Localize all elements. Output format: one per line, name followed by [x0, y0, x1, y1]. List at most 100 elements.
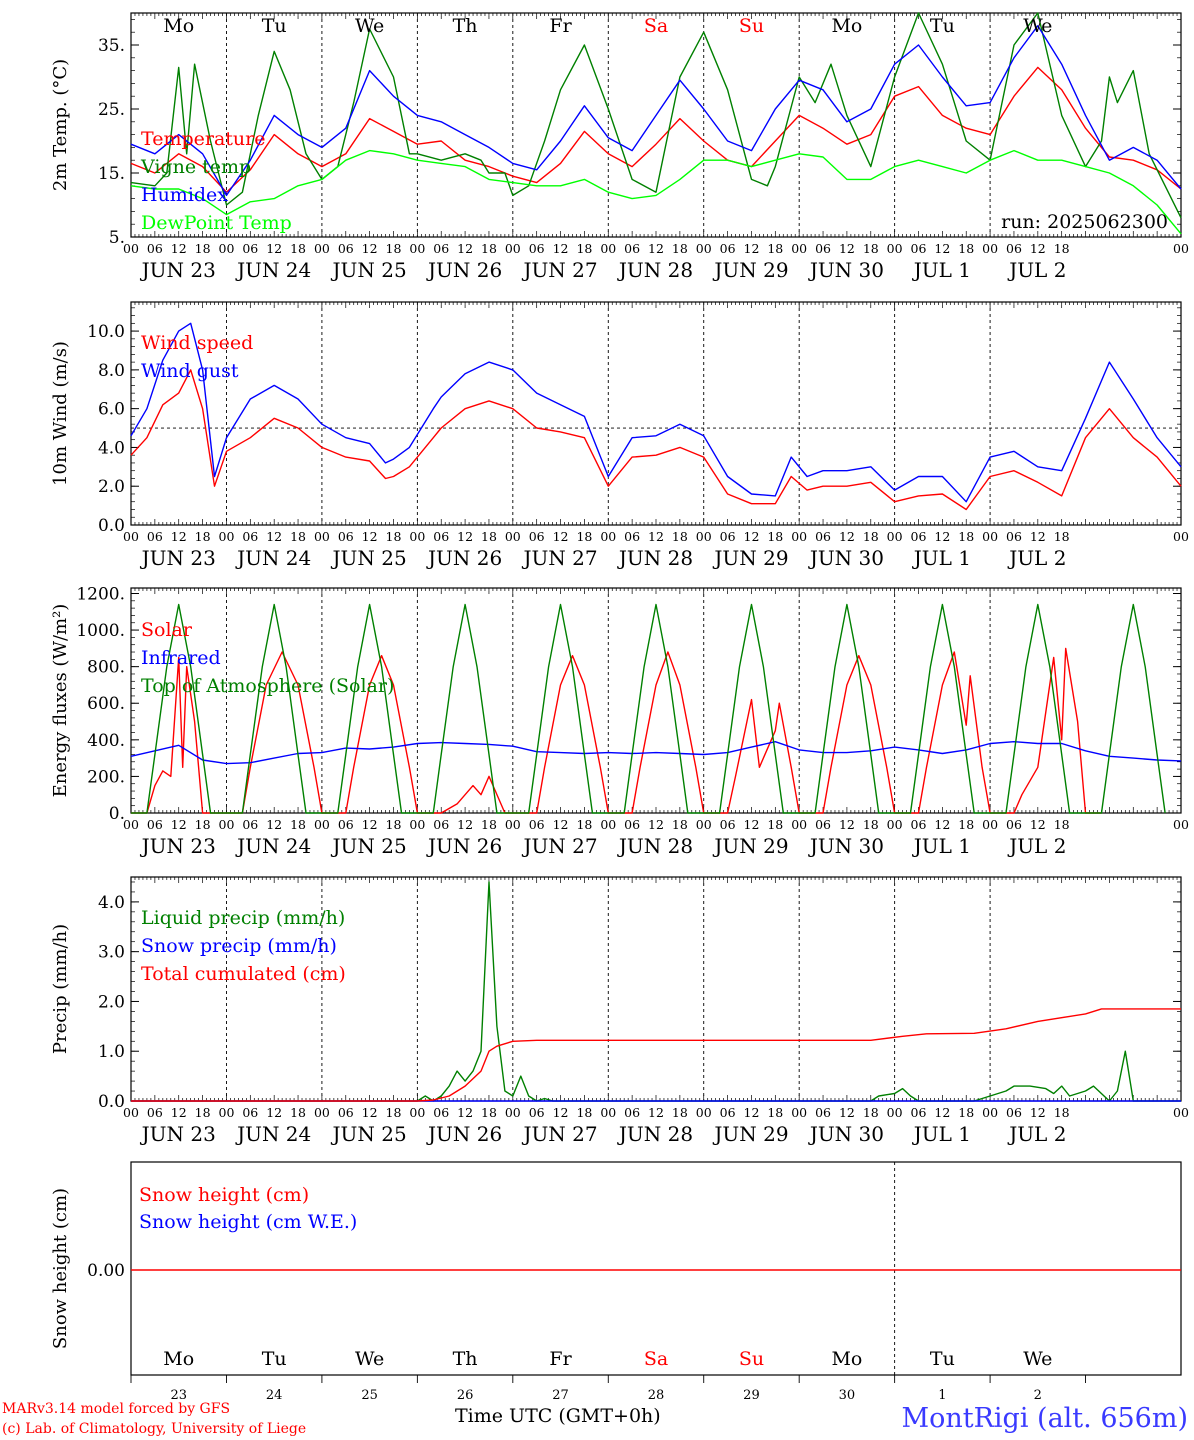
hour-tick-label: 18 [290, 529, 306, 544]
station-name: MontRigi (alt. 656m) [901, 1403, 1188, 1434]
series-line [131, 1008, 1181, 1102]
hour-tick-label: 06 [815, 1105, 831, 1120]
hour-tick-label: 00 [409, 241, 425, 256]
hour-tick-label: 06 [1006, 529, 1022, 544]
hour-tick-label: 18 [672, 529, 688, 544]
plot-frame [130, 301, 1182, 526]
hour-tick-label: 18 [481, 241, 497, 256]
y-tick-label: 1000. [76, 621, 125, 641]
hour-tick-label: 12 [1030, 1105, 1046, 1120]
day-label: JUN 29 [712, 1122, 788, 1146]
day-label: JUN 26 [426, 1122, 502, 1146]
day-label: JUN 30 [808, 834, 884, 858]
legend-entry: Wind gust [141, 360, 239, 382]
hour-tick-label: 18 [386, 817, 402, 832]
hour-tick-label: 12 [457, 529, 473, 544]
hour-tick-label: 12 [171, 529, 187, 544]
y-axis-label: 10m Wind (m/s) [50, 341, 71, 486]
day-label: JUN 26 [426, 546, 502, 570]
day-label: JUN 27 [521, 546, 597, 570]
hour-tick-label: 12 [457, 241, 473, 256]
weekday-label: Su [739, 15, 764, 37]
hour-tick-label: 12 [648, 529, 664, 544]
hour-tick-label: 06 [529, 1105, 545, 1120]
day-number: 1 [938, 1388, 946, 1403]
legend-entry: Top of Atmosphere (Solar) [141, 675, 394, 697]
y-tick-label: 400. [87, 731, 125, 751]
legend-entry: Liquid precip (mm/h) [141, 907, 345, 929]
y-tick-label: 10.0 [87, 322, 125, 342]
hour-tick-label: 18 [195, 241, 211, 256]
y-tick-label: 35. [98, 36, 125, 56]
y-tick-label: 0.0 [98, 516, 125, 536]
series-line [130, 66, 1182, 193]
legend-entry: Temperature [141, 128, 265, 150]
hour-tick-label: 18 [767, 817, 783, 832]
hour-tick-label: 06 [815, 241, 831, 256]
legend-entry: Snow height (cm W.E.) [139, 1211, 357, 1233]
day-label: JUN 24 [235, 834, 311, 858]
hour-tick-label: 18 [863, 817, 879, 832]
hour-tick-label: 12 [266, 529, 282, 544]
legend-entry: Solar [141, 619, 193, 641]
weekday-label: Mo [163, 15, 194, 37]
weekday-label: Tu [262, 15, 287, 37]
hour-tick-label: 12 [744, 241, 760, 256]
lab-credit: (c) Lab. of Climatology, University of L… [2, 1421, 307, 1437]
hour-tick-label: 00 [219, 529, 235, 544]
hour-tick-label: 06 [529, 817, 545, 832]
hour-tick-label: 06 [624, 817, 640, 832]
hour-tick-label: 06 [720, 529, 736, 544]
hour-tick-label: 00 [505, 241, 521, 256]
hour-tick-label: 06 [147, 529, 163, 544]
hour-tick-label: 06 [815, 529, 831, 544]
hour-tick-label: 18 [672, 817, 688, 832]
hour-tick-label: 06 [338, 1105, 354, 1120]
legend-entry: Total cumulated (cm) [141, 963, 346, 985]
y-axis-label: Snow height (cm) [50, 1188, 71, 1349]
day-label: JUN 23 [140, 546, 216, 570]
weekday-label: Mo [831, 15, 862, 37]
y-tick-label: 4.0 [98, 438, 125, 458]
hour-tick-label: 12 [362, 529, 378, 544]
hour-tick-label: 00 [1173, 1105, 1189, 1120]
hour-tick-label: 00 [1173, 817, 1189, 832]
hour-tick-label: 18 [576, 1105, 592, 1120]
hour-tick-label: 00 [600, 1105, 616, 1120]
hour-tick-label: 06 [720, 1105, 736, 1120]
day-label: JUN 30 [808, 258, 884, 282]
hour-tick-label: 00 [505, 529, 521, 544]
hour-tick-label: 00 [696, 241, 712, 256]
legend-entry: Snow height (cm) [139, 1184, 309, 1206]
day-label: JUN 28 [617, 834, 693, 858]
hour-tick-label: 06 [433, 817, 449, 832]
hour-tick-label: 00 [791, 1105, 807, 1120]
hour-tick-label: 00 [791, 529, 807, 544]
day-label: JUN 23 [140, 834, 216, 858]
hour-tick-label: 00 [696, 529, 712, 544]
y-tick-label: 4.0 [98, 893, 125, 913]
legend-entry: Vigne temp [140, 156, 251, 178]
weekday-label: Th [453, 1348, 478, 1370]
hour-tick-label: 12 [1030, 529, 1046, 544]
hour-tick-label: 18 [576, 529, 592, 544]
hour-tick-label: 06 [624, 529, 640, 544]
hour-tick-label: 00 [123, 529, 139, 544]
hour-tick-label: 06 [624, 241, 640, 256]
legend-entry: Infrared [141, 647, 221, 669]
hour-tick-label: 18 [195, 817, 211, 832]
legend-entry: Snow precip (mm/h) [141, 935, 337, 957]
weekday-label: Tu [262, 1348, 287, 1370]
hour-tick-label: 00 [219, 241, 235, 256]
legend-entry: Wind speed [141, 332, 253, 354]
hour-tick-label: 18 [386, 1105, 402, 1120]
hour-tick-label: 18 [481, 1105, 497, 1120]
hour-tick-label: 00 [887, 529, 903, 544]
hour-tick-label: 18 [576, 241, 592, 256]
run-label: run: 2025062300 [1001, 211, 1168, 233]
series-line [130, 12, 1182, 219]
hour-tick-label: 06 [242, 1105, 258, 1120]
hour-tick-label: 18 [672, 1105, 688, 1120]
weekday-label: Sa [644, 15, 668, 37]
weekday-label: We [1023, 15, 1052, 37]
